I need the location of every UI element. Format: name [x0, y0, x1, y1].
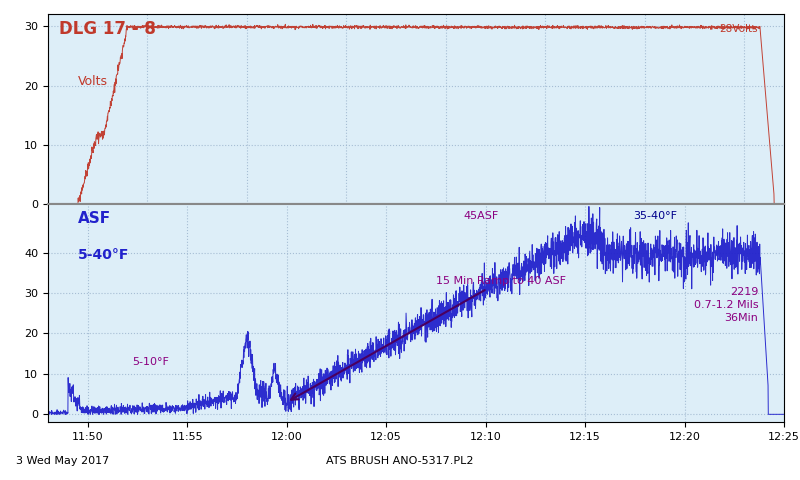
Text: 28Volts: 28Volts	[720, 24, 758, 34]
Text: 2219
0.7-1.2 Mils
36Min: 2219 0.7-1.2 Mils 36Min	[694, 287, 758, 324]
Text: 35-40°F: 35-40°F	[633, 211, 677, 221]
Text: Volts: Volts	[78, 75, 107, 88]
Text: DLG 17 - 8: DLG 17 - 8	[59, 20, 156, 38]
Text: ATS BRUSH ANO-5317.PL2: ATS BRUSH ANO-5317.PL2	[326, 456, 474, 466]
Text: 5-10°F: 5-10°F	[133, 357, 170, 367]
Text: 3 Wed May 2017: 3 Wed May 2017	[16, 456, 110, 466]
Text: 15 Min Ramp to 40 ASF: 15 Min Ramp to 40 ASF	[291, 276, 566, 400]
Text: ASF: ASF	[78, 211, 110, 226]
Text: 5-40°F: 5-40°F	[78, 248, 129, 262]
Text: 45ASF: 45ASF	[464, 211, 499, 221]
